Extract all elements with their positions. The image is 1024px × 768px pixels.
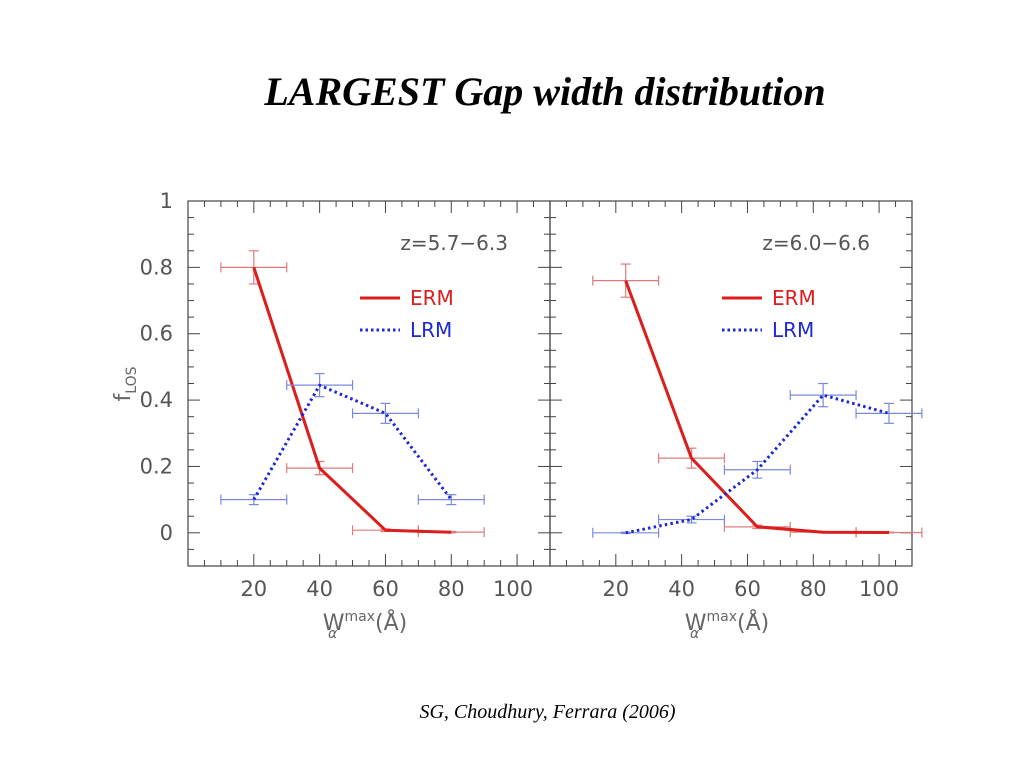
series-line-erm (252, 266, 452, 534)
y-tick-label: 0.4 (140, 388, 173, 412)
series-line-lrm (252, 383, 453, 501)
legend-label-erm: ERM (772, 286, 816, 310)
error-bar-lrm (657, 514, 726, 525)
error-bar-lrm (789, 382, 857, 408)
x-tick-label: 40 (306, 577, 333, 601)
y-tick-label: 0 (160, 521, 173, 545)
x-tick-label: 100 (493, 577, 533, 601)
redshift-annotation: z=5.7−6.3 (400, 231, 508, 255)
x-axis-label-subscript: α (328, 626, 338, 642)
x-tick-label: 40 (668, 577, 695, 601)
citation: SG, Choudhury, Ferrara (2006) (419, 701, 676, 723)
redshift-annotation: z=6.0−6.6 (762, 231, 870, 255)
x-tick-label: 100 (859, 577, 899, 601)
slide-title: LARGEST Gap width distribution (264, 69, 826, 114)
y-tick-label: 0.8 (140, 255, 173, 279)
x-tick-label: 80 (438, 577, 465, 601)
panel-right: 20 40 60 80 100 z=6.0−6.6 ERM LRM Wmax(Å)α (549, 200, 923, 642)
error-bar-lrm (855, 402, 923, 424)
panel-left: 20 40 60 80 100 0 0.2 0.4 0.6 0.8 1 z=5.7−6.3 ERM LRM… (111, 189, 551, 642)
legend-label-lrm: LRM (772, 318, 814, 342)
x-tick-label: 20 (240, 577, 267, 601)
plot-frame (187, 200, 551, 567)
legend-label-lrm: LRM (410, 318, 452, 342)
x-tick-label: 60 (372, 577, 399, 601)
series-line-erm (624, 280, 890, 534)
error-bar-erm (220, 250, 288, 285)
x-tick-label: 80 (800, 577, 827, 601)
x-axis-label: Wmax(Å) (685, 609, 770, 636)
error-bar-lrm (592, 527, 660, 538)
y-tick-label: 1 (160, 189, 173, 213)
y-tick-label: 0.6 (140, 322, 173, 346)
y-axis-label: fLOS (111, 366, 140, 401)
x-tick-label: 20 (602, 577, 629, 601)
legend-label-erm: ERM (410, 286, 454, 310)
series-line-lrm (625, 393, 890, 535)
x-tick-label: 60 (734, 577, 761, 601)
plot-frame (549, 200, 913, 567)
error-bar-lrm (220, 494, 288, 506)
error-bar-lrm (417, 494, 485, 506)
y-tick-label: 0.2 (140, 454, 173, 478)
x-axis-label: Wmax(Å) (323, 609, 408, 636)
x-axis-label-subscript: α (690, 626, 700, 642)
error-bar-lrm (351, 402, 419, 424)
